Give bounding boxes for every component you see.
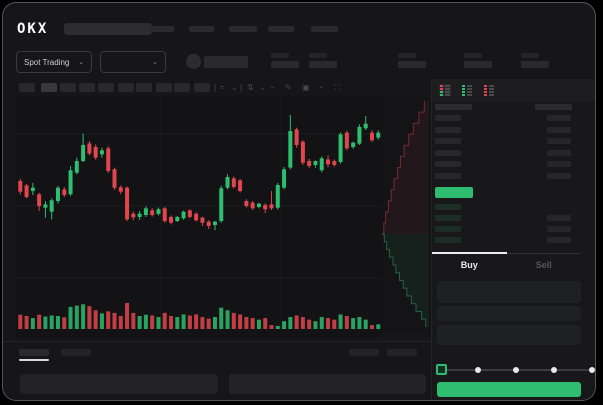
bid-row[interactable] — [435, 237, 461, 243]
ticker-stat-label — [521, 53, 539, 58]
slider-stop[interactable] — [551, 367, 557, 373]
tab-sell[interactable]: Sell — [535, 260, 552, 270]
book-combined-icon[interactable] — [439, 84, 451, 96]
bid-amount — [547, 226, 571, 232]
book-bids-icon[interactable] — [461, 84, 473, 96]
orderbook-col-header — [535, 104, 572, 110]
slider-stop[interactable] — [513, 367, 519, 373]
section-divider — [3, 341, 431, 342]
timeframe-button[interactable] — [19, 83, 35, 92]
ticker-stat-value — [271, 61, 299, 68]
buy-button[interactable] — [437, 382, 581, 397]
nav-item[interactable] — [268, 26, 294, 32]
slider-stop[interactable] — [589, 367, 595, 373]
orders-filter[interactable] — [387, 349, 417, 356]
ticker-stat-label — [464, 53, 482, 58]
timeframe-button[interactable] — [60, 83, 76, 92]
market-type-dropdown[interactable]: Spot Trading ⌄ — [16, 51, 92, 73]
toolbar-divider: | — [240, 83, 243, 92]
orders-tab[interactable] — [61, 349, 91, 356]
bid-row[interactable] — [435, 226, 461, 232]
line-style-icon[interactable]: ~ — [270, 83, 275, 92]
orders-table-placeholder — [20, 374, 218, 394]
tab-buy[interactable]: Buy — [432, 252, 507, 276]
nav-item[interactable] — [229, 26, 257, 32]
history-icon[interactable]: ◔ — [318, 83, 323, 92]
ask-amount — [547, 173, 571, 179]
ticker-stat-value — [398, 61, 426, 68]
chevron-down-icon: ⌄ — [152, 58, 158, 66]
trade-tabs: Buy Sell — [432, 252, 581, 276]
chevron-down-icon[interactable]: ⌄ — [259, 83, 266, 92]
orders-table-placeholder — [229, 374, 426, 394]
ask-row[interactable] — [435, 150, 461, 156]
ask-row[interactable] — [435, 115, 461, 121]
fullscreen-icon[interactable]: ⛶ — [334, 83, 340, 92]
draw-icon[interactable]: ✎ — [285, 83, 292, 92]
ticker-stat-label — [309, 53, 327, 58]
last-price-placeholder — [204, 56, 248, 68]
interval-icon[interactable]: ⇅ — [247, 83, 254, 92]
camera-icon[interactable]: ▣ — [302, 83, 310, 92]
ask-amount — [547, 161, 571, 167]
market-type-label: Spot Trading — [24, 57, 70, 67]
pair-icon — [186, 54, 201, 69]
candlestick-chart[interactable] — [15, 97, 383, 337]
app-window: OKX Spot Trading ⌄ ⌄ | ≈ ⌄ | ⇅ ⌄ ~ ✎ ▣ ◔… — [2, 2, 596, 401]
ask-row[interactable] — [435, 138, 461, 144]
amount-field[interactable] — [437, 306, 581, 321]
orderbook-col-header — [435, 104, 472, 110]
last-price-bar[interactable] — [435, 187, 473, 198]
timeframe-button[interactable] — [98, 83, 114, 92]
nav-item[interactable] — [149, 26, 174, 32]
bid-row[interactable] — [435, 204, 461, 210]
ask-amount — [547, 127, 571, 133]
bid-amount — [547, 237, 571, 243]
ticker-stat-label — [398, 53, 416, 58]
timeframe-button[interactable] — [136, 83, 152, 92]
ticker-stat-value — [464, 61, 492, 68]
orders-tab-active[interactable] — [19, 349, 49, 356]
depth-chart — [381, 97, 431, 333]
bid-amount — [547, 215, 571, 221]
price-field[interactable] — [437, 281, 581, 303]
ask-amount — [547, 115, 571, 121]
ticker-stat-label — [271, 53, 289, 58]
slider-handle[interactable] — [436, 364, 447, 375]
orders-filter[interactable] — [349, 349, 379, 356]
timeframe-button[interactable] — [156, 83, 172, 92]
timeframe-button[interactable] — [79, 83, 95, 92]
bid-row[interactable] — [435, 215, 461, 221]
total-field[interactable] — [437, 325, 581, 345]
timeframe-button[interactable] — [118, 83, 134, 92]
ask-row[interactable] — [435, 173, 461, 179]
search-input[interactable] — [64, 23, 152, 35]
toolbar-divider: | — [214, 83, 217, 92]
active-tab-underline — [19, 359, 49, 361]
pair-selector[interactable]: ⌄ — [100, 51, 166, 73]
timeframe-button[interactable] — [174, 83, 190, 92]
nav-item[interactable] — [189, 26, 214, 32]
orderbook-mode-bar — [432, 79, 595, 101]
slider-stop[interactable] — [475, 367, 481, 373]
chevron-down-icon[interactable]: ⌄ — [231, 83, 238, 92]
ask-row[interactable] — [435, 161, 461, 167]
book-asks-icon[interactable] — [483, 84, 495, 96]
indicator-icon[interactable]: ≈ — [220, 83, 225, 92]
timeframe-button[interactable] — [194, 83, 210, 92]
nav-item[interactable] — [311, 26, 338, 32]
ask-amount — [547, 138, 571, 144]
chevron-down-icon: ⌄ — [78, 58, 84, 66]
ticker-stat-value — [521, 61, 549, 68]
ask-row[interactable] — [435, 127, 461, 133]
order-panel: Buy Sell — [431, 79, 595, 400]
ask-amount — [547, 150, 571, 156]
timeframe-button-active[interactable] — [41, 83, 57, 92]
ticker-stat-value — [309, 61, 337, 68]
okx-logo: OKX — [17, 21, 49, 37]
